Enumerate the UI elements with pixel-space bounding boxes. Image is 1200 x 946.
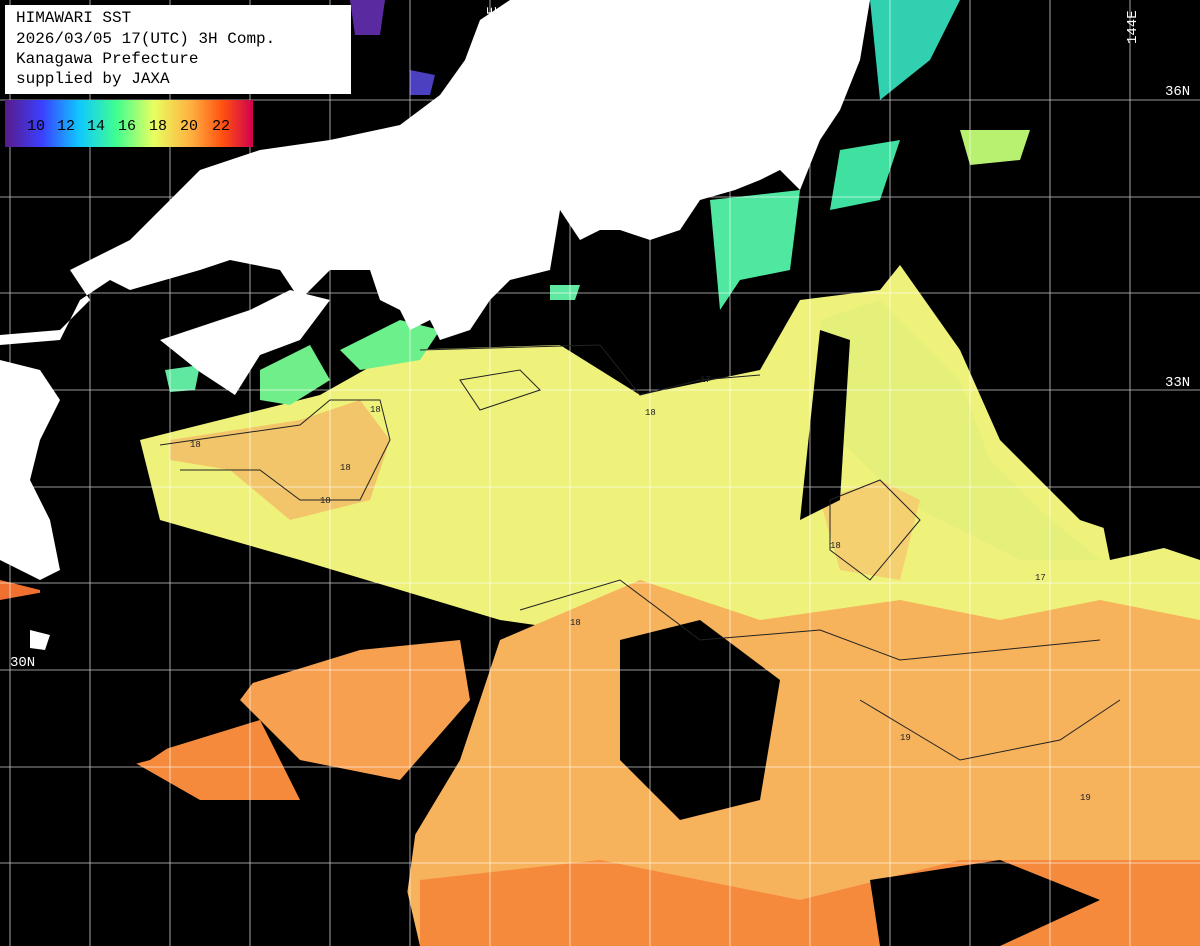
contour-label: 19 — [1080, 793, 1091, 803]
land — [0, 0, 870, 650]
contour-label: 18 — [570, 618, 581, 628]
colorbar-tick: 12 — [57, 118, 75, 135]
colorbar-tick: 20 — [180, 118, 198, 135]
colorbar: 10 12 14 16 18 20 22 — [5, 100, 253, 147]
colorbar-tick: 14 — [87, 118, 105, 135]
contour-label: 18 — [320, 496, 331, 506]
colorbar-tick: 10 — [27, 118, 45, 135]
cool-water — [0, 0, 1030, 545]
header-line: HIMAWARI SST — [16, 9, 131, 27]
contour-label: 17 — [700, 375, 711, 385]
colorbar-tick: 16 — [118, 118, 136, 135]
contour-label: 19 — [900, 733, 911, 743]
contour-label: 18 — [190, 440, 201, 450]
contour-labels: 18 18 18 18 17 17 18 18 19 18 19 — [190, 375, 1091, 803]
lat-label: 36N — [1165, 84, 1190, 100]
contour-label: 18 — [645, 408, 656, 418]
contours — [159, 344, 1121, 761]
header-line: Kanagawa Prefecture — [16, 50, 198, 68]
contour-label: 18 — [370, 405, 381, 415]
contour-label: 18 — [340, 463, 351, 473]
lon-label: 144E — [1125, 10, 1141, 44]
colorbar-tick: 22 — [212, 118, 230, 135]
contour-label: 17 — [1035, 573, 1046, 583]
lat-label: 30N — [10, 655, 35, 671]
header-box: HIMAWARI SST 2026/03/05 17(UTC) 3H Comp.… — [5, 5, 351, 94]
lat-label: 33N — [1165, 375, 1190, 391]
lon-label: 136E — [485, 6, 501, 40]
colorbar-tick: 18 — [149, 118, 167, 135]
header-line: 2026/03/05 17(UTC) 3H Comp. — [16, 30, 275, 48]
header-line: supplied by JAXA — [16, 70, 170, 88]
contour-label: 18 — [830, 541, 841, 551]
lat-label: 33 — [10, 375, 27, 391]
